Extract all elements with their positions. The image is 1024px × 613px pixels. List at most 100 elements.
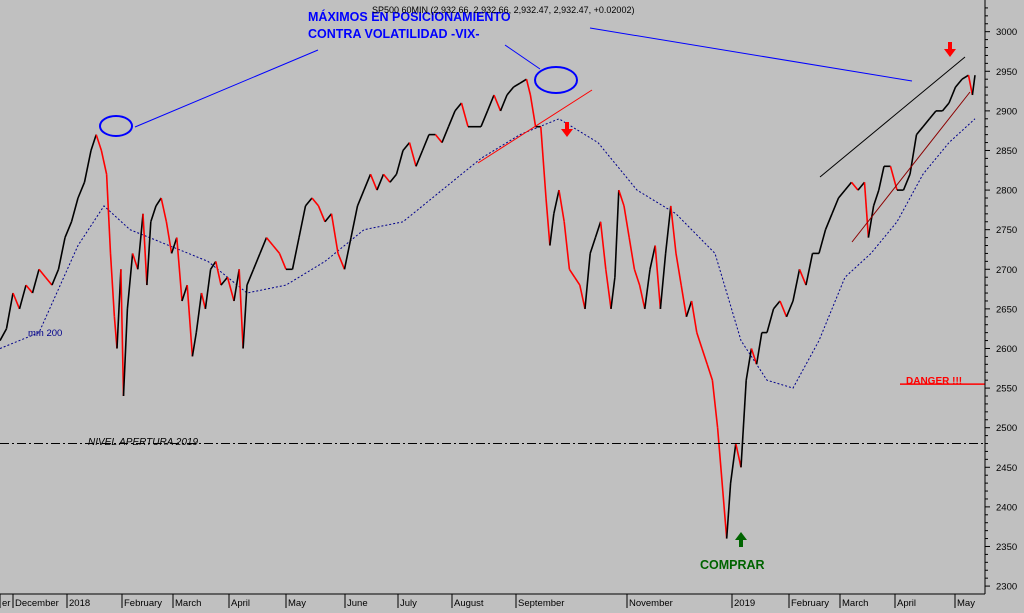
price-segment xyxy=(525,79,532,96)
price-segment xyxy=(779,300,788,318)
price-segment xyxy=(12,292,21,310)
price-segment xyxy=(421,134,430,151)
price-segment xyxy=(971,75,976,96)
price-segment xyxy=(137,213,144,270)
price-segment xyxy=(369,173,378,191)
price-segment xyxy=(961,74,969,80)
price-segment xyxy=(750,348,758,365)
price-segment xyxy=(954,78,963,88)
sell-arrow-icon xyxy=(944,42,956,57)
price-segment xyxy=(722,490,728,539)
price-segment xyxy=(186,285,194,357)
price-segment xyxy=(100,150,108,175)
price-segment xyxy=(549,213,555,246)
y-tick-label: 2800 xyxy=(996,186,1017,197)
price-segment xyxy=(680,284,688,317)
price-segment xyxy=(941,102,950,112)
price-segment xyxy=(311,197,320,207)
annotation-maximos-title: MÁXIMOS EN POSICIONAMIENTO xyxy=(308,9,511,24)
price-segment xyxy=(122,308,129,397)
price-segment xyxy=(614,190,620,278)
price-segment xyxy=(155,197,162,207)
price-segment xyxy=(18,284,27,310)
y-tick-label: 2750 xyxy=(996,225,1017,236)
price-segment xyxy=(83,150,92,183)
pointer-line-2019-high xyxy=(589,27,913,82)
y-tick-label: 2900 xyxy=(996,106,1017,117)
price-segment xyxy=(772,300,781,310)
price-segment xyxy=(238,269,244,349)
price-segment xyxy=(690,300,698,333)
y-tick-label: 2350 xyxy=(996,542,1017,553)
price-segment xyxy=(278,253,287,270)
price-segment xyxy=(291,237,300,270)
high-circle-2018-jan xyxy=(99,115,133,137)
price-segment xyxy=(922,118,931,128)
x-tick-label: 2018 xyxy=(69,598,90,608)
y-tick-label: 3000 xyxy=(996,27,1017,38)
price-segment xyxy=(589,237,597,254)
price-segment xyxy=(506,86,515,96)
annotation-mm-200: mm 200 xyxy=(28,328,62,339)
price-segment xyxy=(181,284,188,302)
price-segment xyxy=(967,75,974,96)
price-segment xyxy=(204,269,212,310)
price-segment xyxy=(382,173,391,183)
pointer-line-jan-high xyxy=(134,49,319,128)
price-segment xyxy=(447,110,456,128)
price-segment xyxy=(38,268,47,278)
price-segment xyxy=(785,300,794,318)
price-segment xyxy=(599,221,607,270)
price-segment xyxy=(242,285,248,349)
price-segment xyxy=(165,221,173,254)
price-segment xyxy=(755,332,763,365)
price-segment xyxy=(160,197,168,222)
price-segment xyxy=(195,292,203,333)
y-tick-label: 2700 xyxy=(996,265,1017,276)
price-segment xyxy=(818,229,827,254)
price-segment xyxy=(745,348,753,381)
price-segment xyxy=(915,126,924,136)
price-segment xyxy=(376,173,385,191)
annotation-nivel-apertura: NIVEL APERTURA 2019 xyxy=(88,437,198,448)
price-segment xyxy=(31,269,40,294)
y-tick-label: 2400 xyxy=(996,502,1017,513)
x-tick-label: December xyxy=(15,598,59,608)
price-segment xyxy=(670,205,677,254)
price-segment xyxy=(711,380,719,428)
y-tick-label: 2500 xyxy=(996,423,1017,434)
price-segment xyxy=(460,102,469,127)
price-segment xyxy=(844,181,853,191)
x-tick-label: er xyxy=(2,598,10,608)
price-segment xyxy=(706,364,714,381)
price-segment xyxy=(716,427,724,492)
sell-arrow-icon xyxy=(561,122,573,137)
x-axis: er December 2018 February March April May June J… xyxy=(0,593,985,609)
price-segment xyxy=(675,253,682,286)
y-tick-label: 2550 xyxy=(996,384,1017,395)
price-segment xyxy=(628,237,636,270)
price-segment xyxy=(824,213,833,231)
support-trendline-sep xyxy=(477,89,593,164)
price-segment xyxy=(513,82,521,88)
price-segment xyxy=(725,483,732,539)
channel-upper-trendline xyxy=(819,56,966,178)
price-segment xyxy=(126,253,134,309)
channel-lower-trendline xyxy=(851,91,971,243)
price-segment xyxy=(568,268,576,278)
price-segment xyxy=(70,197,79,223)
x-tick-label: November xyxy=(629,598,673,608)
y-tick-label: 2450 xyxy=(996,463,1017,474)
price-segment xyxy=(226,276,235,302)
x-tick-label: March xyxy=(842,598,868,608)
price-segment xyxy=(90,134,97,151)
price-segment xyxy=(798,268,807,286)
price-segment xyxy=(395,150,404,175)
price-segment xyxy=(740,380,747,468)
price-segment xyxy=(685,300,693,318)
annotation-maximos-subtitle: CONTRA VOLATILIDAD -VIX- xyxy=(308,27,480,41)
price-segment xyxy=(324,213,333,223)
price-segment xyxy=(584,253,591,309)
